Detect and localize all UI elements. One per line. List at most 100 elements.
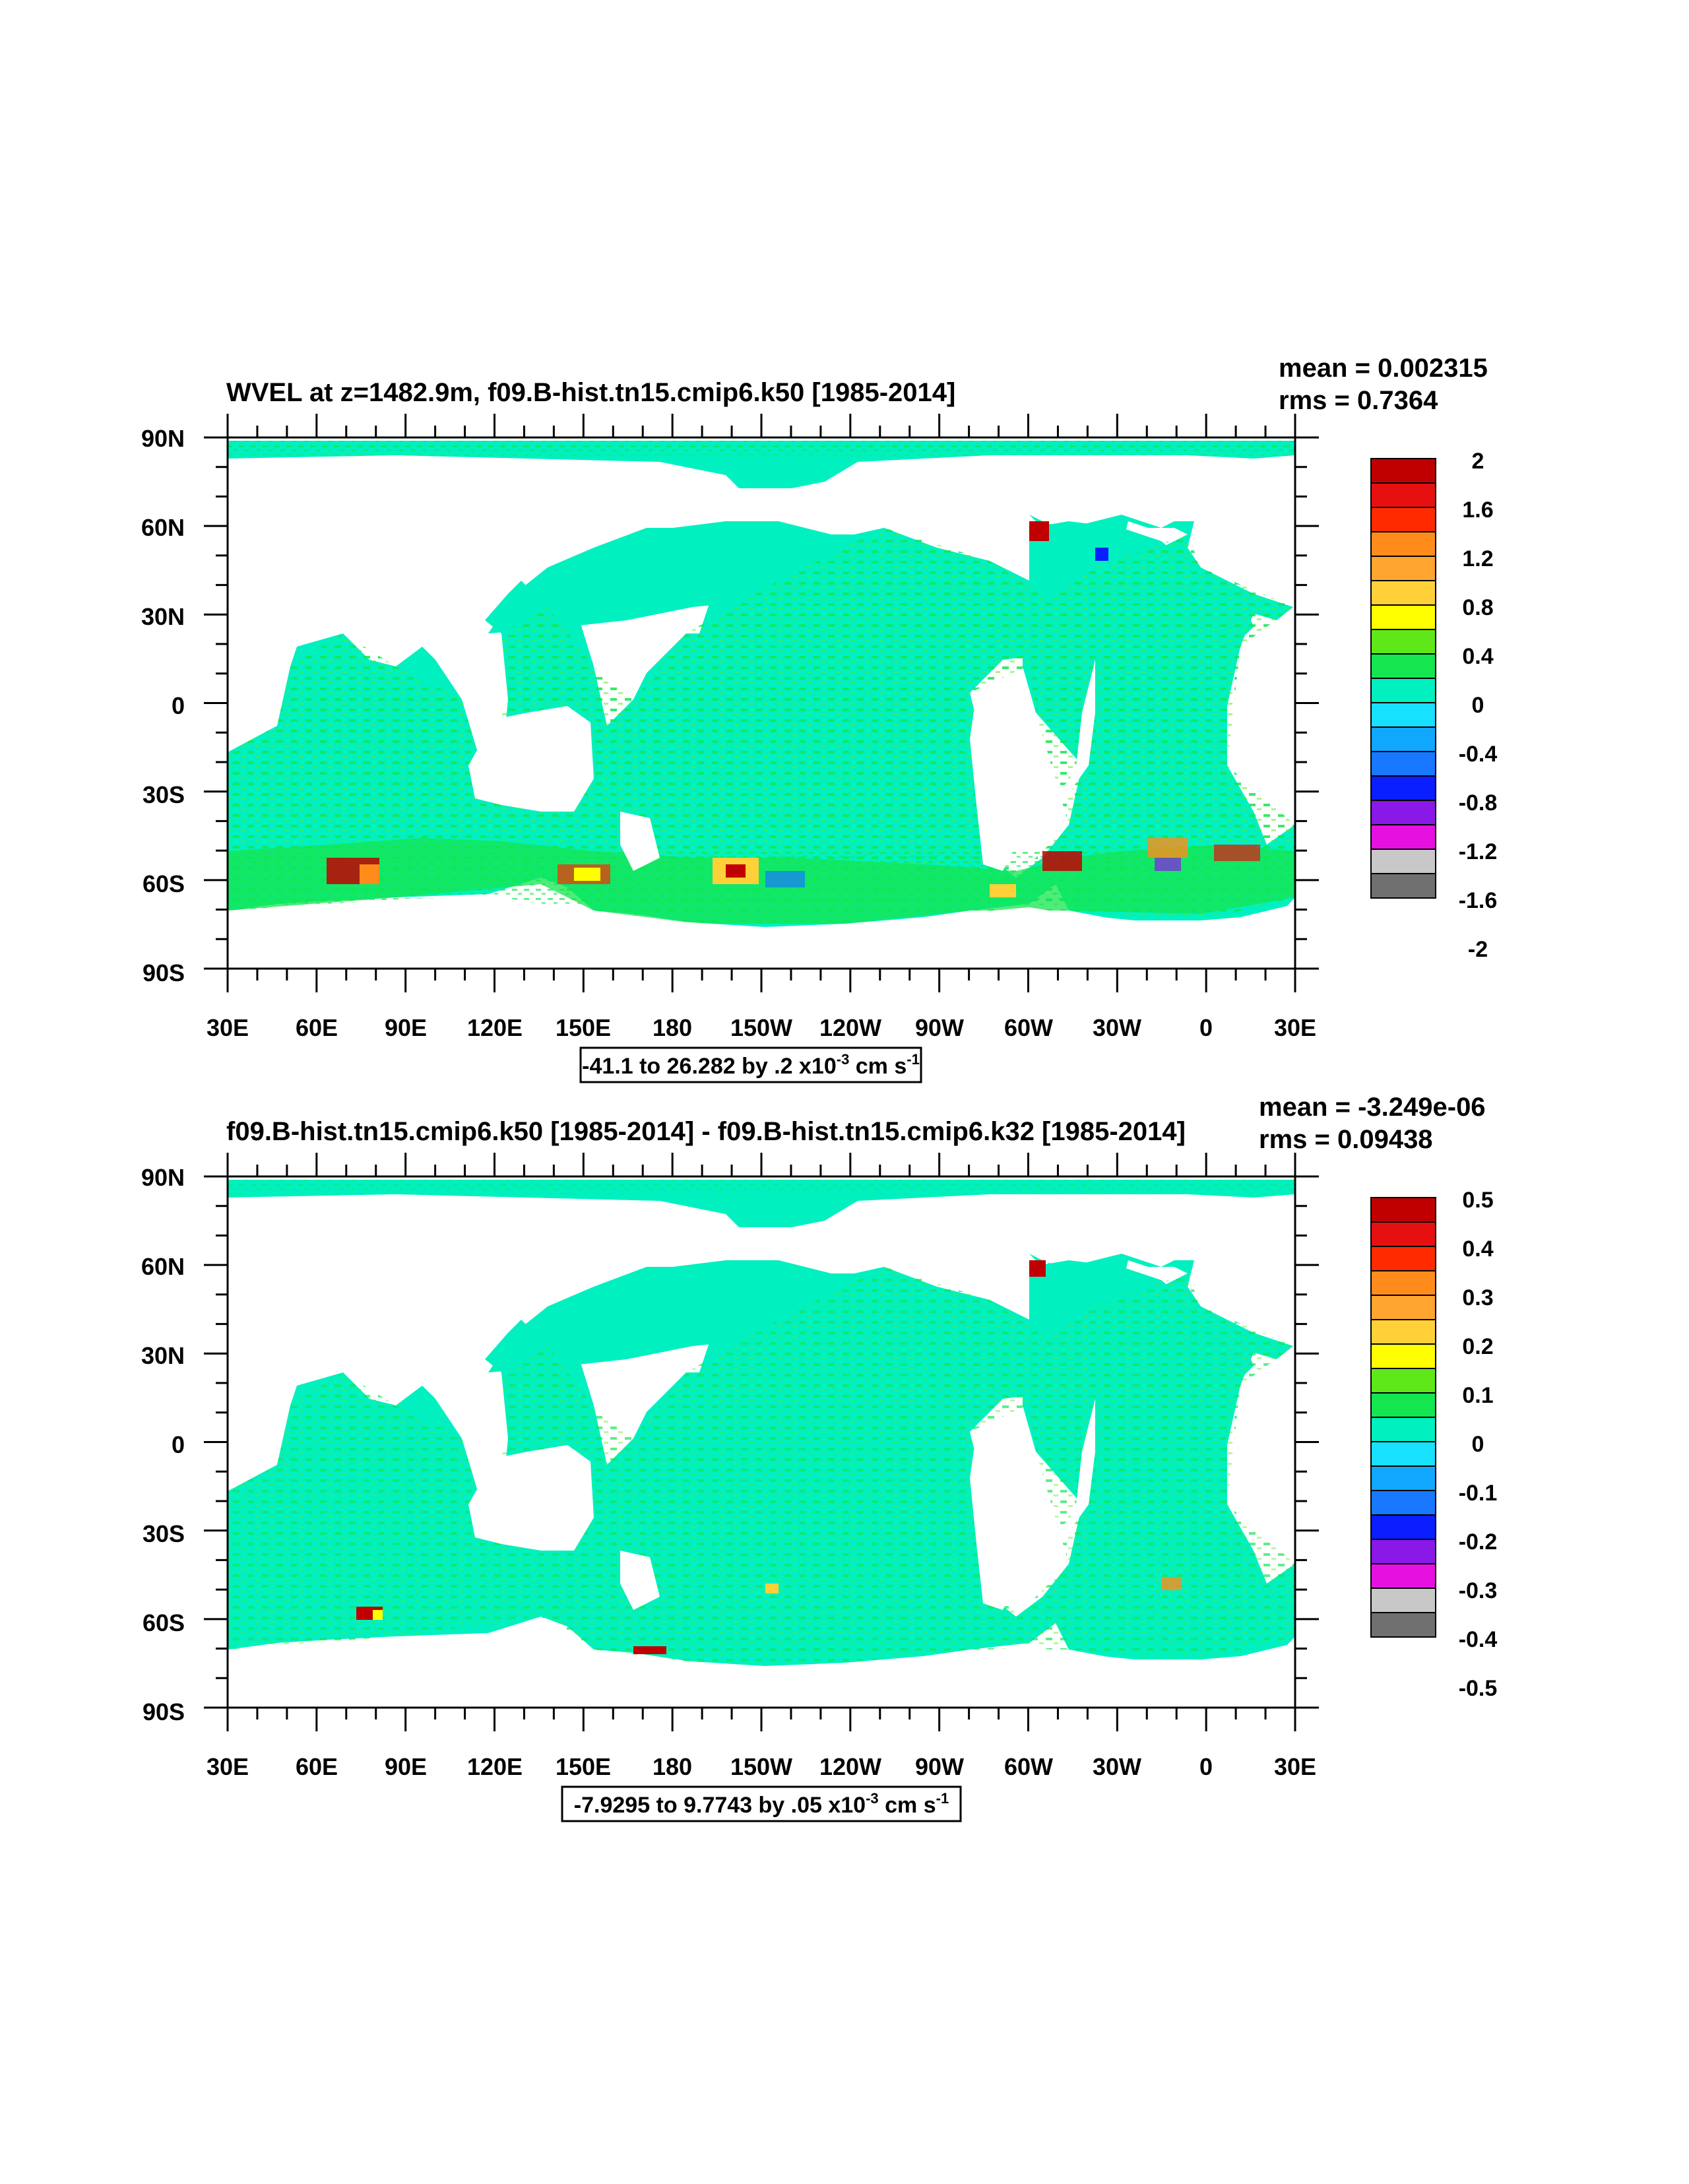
colorbar-swatch	[1370, 751, 1436, 777]
colorbar-label: 0	[1472, 1432, 1484, 1457]
antarctic-land	[228, 897, 1295, 973]
colorbar-swatch	[1370, 604, 1436, 630]
lon-label: 150W	[730, 1753, 792, 1780]
colorbar-label: -0.5	[1459, 1676, 1498, 1701]
colorbar-swatch	[1370, 1295, 1436, 1320]
colorbar-swatch	[1370, 629, 1436, 655]
lon-label: 60W	[1004, 1753, 1053, 1780]
colorbar-swatch	[1370, 1563, 1436, 1589]
anomaly-hotspots	[356, 1260, 1181, 1654]
map-field	[228, 1176, 1295, 1712]
lat-label: 0	[172, 692, 185, 719]
south-america	[970, 1419, 1036, 1610]
colorbar-swatch	[1370, 873, 1436, 899]
lat-label: 90S	[143, 959, 185, 986]
lon-label: 60E	[296, 1753, 338, 1780]
lon-label: 60W	[1004, 1014, 1053, 1041]
lon-label: 120E	[467, 1014, 523, 1041]
range-unit-exponent: -1	[907, 1051, 920, 1068]
lat-label: 60N	[141, 514, 185, 541]
colorbar-swatch	[1370, 482, 1436, 508]
colorbar-label: 0.8	[1462, 595, 1493, 620]
colorbar-swatch	[1370, 678, 1436, 703]
colorbar-swatch	[1370, 775, 1436, 801]
lon-label: 30W	[1093, 1014, 1141, 1041]
colorbar-swatch	[1370, 1270, 1436, 1296]
lon-label: 90E	[385, 1014, 427, 1041]
colorbar-label: 1.6	[1462, 498, 1493, 523]
colorbar-swatch	[1370, 824, 1436, 850]
rms-stat: rms = 0.7364	[1279, 386, 1438, 415]
lon-label: 0	[1199, 1753, 1213, 1780]
lon-label: 0	[1199, 1014, 1213, 1041]
map-frame	[204, 1153, 1319, 1731]
lat-label: 60S	[143, 870, 185, 897]
svg-text:-41.1 to 26.282 by .2 x10-3 cm: -41.1 to 26.282 by .2 x10-3 cm s-1	[582, 1051, 920, 1079]
colorbar	[1370, 458, 1436, 899]
lon-label: 30E	[1274, 1014, 1316, 1041]
colorbar-swatch	[1370, 1417, 1436, 1442]
colorbar-label: 0.4	[1462, 644, 1493, 669]
africa	[1042, 660, 1095, 831]
colorbar-swatch	[1370, 1612, 1436, 1638]
range-exponent: -3	[866, 1790, 879, 1807]
colorbar-swatch	[1370, 531, 1436, 557]
lat-label: 30S	[143, 1520, 185, 1547]
colorbar-swatch	[1370, 726, 1436, 752]
colorbar-swatch	[1370, 1221, 1436, 1247]
lon-label: 180	[653, 1014, 692, 1041]
australia	[468, 706, 594, 812]
colorbar	[1370, 1197, 1436, 1638]
map-field	[228, 437, 1295, 973]
lon-axis-labels: 30E 60E 90E 120E 150E 180 150W 120W 90W …	[207, 1014, 1316, 1041]
colorbar-swatch	[1370, 1368, 1436, 1394]
lon-label: 180	[653, 1753, 692, 1780]
colorbar-swatch	[1370, 1319, 1436, 1345]
rms-stat: rms = 0.09438	[1259, 1125, 1433, 1154]
lat-label: 60N	[141, 1253, 185, 1280]
colorbar-swatch	[1370, 1514, 1436, 1540]
colorbar-swatch	[1370, 1490, 1436, 1516]
colorbar-label: -0.3	[1459, 1578, 1498, 1603]
colorbar-label: -0.2	[1459, 1529, 1498, 1555]
range-unit: cm s	[879, 1793, 936, 1818]
lon-label: 30E	[207, 1014, 249, 1041]
range-text: -41.1 to 26.282 by .2 x10	[582, 1054, 837, 1079]
colorbar-swatch	[1370, 1441, 1436, 1467]
lat-label: 90S	[143, 1698, 185, 1725]
colorbar-label: -1.2	[1459, 839, 1498, 864]
colorbar-label: 2	[1472, 449, 1484, 474]
colorbar-label: -0.1	[1459, 1481, 1498, 1506]
lon-label: 90W	[915, 1753, 964, 1780]
south-america	[970, 680, 1036, 871]
colorbar-labels: 2 1.6 1.2 0.8 0.4 0 -0.4 -0.8 -1.2 -1.6 …	[1459, 449, 1498, 962]
australia	[468, 1445, 594, 1551]
colorbar-label: -2	[1468, 937, 1488, 962]
colorbar-swatch	[1370, 458, 1436, 484]
colorbar-label: 0.4	[1462, 1237, 1493, 1262]
lat-axis-labels: 90N 60N 30N 0 30S 60S 90S	[141, 425, 185, 986]
lon-label: 30W	[1093, 1753, 1141, 1780]
colorbar-swatch	[1370, 702, 1436, 728]
map-frame	[204, 414, 1319, 992]
colorbar-swatch	[1370, 1197, 1436, 1223]
lon-label: 30E	[1274, 1753, 1316, 1780]
panel-title: f09.B-hist.tn15.cmip6.k50 [1985-2014] - …	[226, 1117, 1186, 1146]
lon-label: 60E	[296, 1014, 338, 1041]
colorbar-label: 0.1	[1462, 1383, 1493, 1408]
lat-label: 30S	[143, 781, 185, 808]
colorbar-label: -0.8	[1459, 790, 1498, 816]
colorbar-label: -0.4	[1459, 1627, 1498, 1652]
lat-label: 60S	[143, 1609, 185, 1636]
colorbar-swatch	[1370, 1465, 1436, 1491]
colorbar-swatch	[1370, 1246, 1436, 1271]
lat-label: 90N	[141, 1164, 185, 1191]
lon-label: 30E	[207, 1753, 249, 1780]
lat-label: 30N	[141, 1342, 185, 1369]
colorbar-swatch	[1370, 556, 1436, 581]
colorbar-label: -0.4	[1459, 742, 1498, 767]
lon-label: 120W	[819, 1753, 881, 1780]
colorbar-swatch	[1370, 507, 1436, 532]
colorbar-swatch	[1370, 1539, 1436, 1564]
